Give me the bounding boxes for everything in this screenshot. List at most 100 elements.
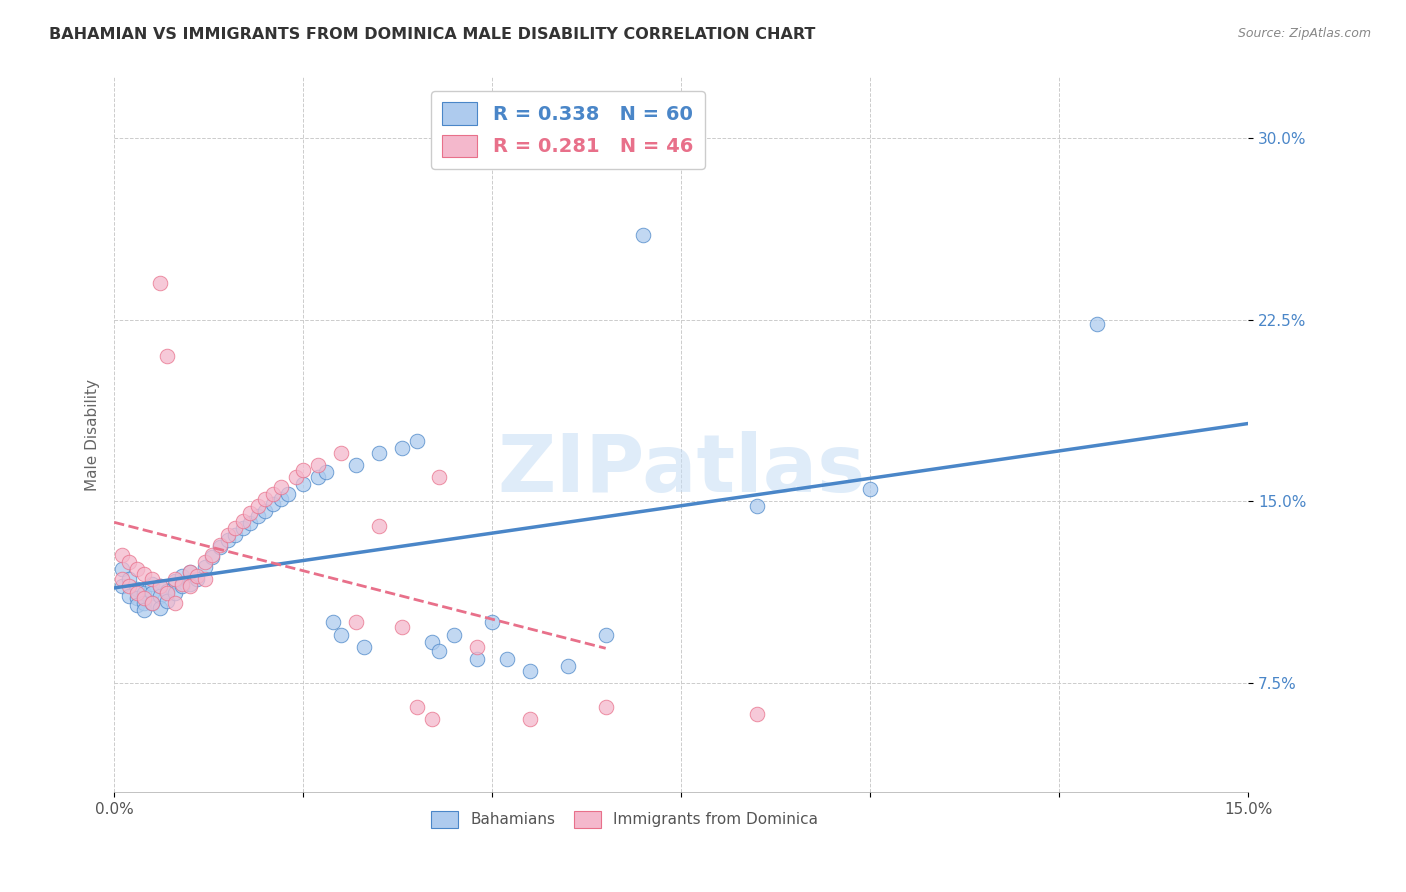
Point [118, 589, 141, 603]
Point [1085, 318, 1108, 332]
Point [141, 596, 163, 610]
Point [557, 659, 579, 673]
Point [284, 470, 307, 484]
Point [427, 644, 450, 658]
Point [224, 528, 246, 542]
Point [156, 349, 179, 363]
Point [134, 596, 156, 610]
Point [595, 627, 617, 641]
Point [277, 487, 299, 501]
Point [496, 652, 519, 666]
Point [246, 499, 269, 513]
Point [156, 586, 179, 600]
Point [186, 572, 208, 586]
Point [179, 565, 201, 579]
Point [633, 227, 655, 242]
Point [405, 700, 427, 714]
Point [232, 521, 254, 535]
Point [148, 600, 170, 615]
Point [330, 446, 353, 460]
Point [262, 487, 284, 501]
Point [859, 482, 882, 496]
Point [391, 441, 413, 455]
Point [367, 518, 389, 533]
Point [217, 528, 239, 542]
Point [315, 465, 337, 479]
Point [156, 593, 179, 607]
Point [427, 470, 450, 484]
Point [134, 566, 156, 581]
Point [344, 458, 367, 472]
Point [111, 562, 134, 576]
Point [367, 446, 389, 460]
Point [254, 504, 277, 518]
Point [134, 586, 156, 600]
Point [141, 586, 163, 600]
Point [134, 603, 156, 617]
Point [519, 712, 541, 726]
Point [391, 620, 413, 634]
Point [134, 591, 156, 606]
Point [209, 541, 232, 555]
Point [141, 576, 163, 591]
Point [118, 555, 141, 569]
Text: BAHAMIAN VS IMMIGRANTS FROM DOMINICA MALE DISABILITY CORRELATION CHART: BAHAMIAN VS IMMIGRANTS FROM DOMINICA MAL… [49, 27, 815, 42]
Point [186, 569, 208, 583]
Point [125, 582, 148, 596]
Point [519, 664, 541, 678]
Point [270, 491, 292, 506]
Point [307, 458, 329, 472]
Point [172, 579, 194, 593]
Point [179, 576, 201, 591]
Point [209, 538, 232, 552]
Point [405, 434, 427, 448]
Point [262, 497, 284, 511]
Point [270, 480, 292, 494]
Point [141, 596, 163, 610]
Point [420, 634, 443, 648]
Point [194, 555, 217, 569]
Point [465, 640, 488, 654]
Point [148, 579, 170, 593]
Point [232, 514, 254, 528]
Point [125, 591, 148, 606]
Point [156, 583, 179, 598]
Point [194, 572, 217, 586]
Legend: Bahamians, Immigrants from Dominica: Bahamians, Immigrants from Dominica [425, 805, 824, 834]
Point [595, 700, 617, 714]
Point [239, 507, 262, 521]
Y-axis label: Male Disability: Male Disability [86, 379, 100, 491]
Point [141, 572, 163, 586]
Point [163, 586, 186, 600]
Point [292, 463, 315, 477]
Point [179, 579, 201, 593]
Text: ZIPatlas: ZIPatlas [498, 432, 866, 509]
Point [111, 579, 134, 593]
Point [118, 572, 141, 586]
Point [292, 477, 315, 491]
Point [179, 565, 201, 579]
Point [344, 615, 367, 630]
Point [745, 707, 768, 722]
Point [201, 549, 224, 564]
Point [465, 652, 488, 666]
Point [163, 572, 186, 586]
Point [118, 579, 141, 593]
Point [322, 615, 344, 630]
Point [745, 499, 768, 513]
Point [172, 576, 194, 591]
Point [148, 277, 170, 291]
Point [125, 599, 148, 613]
Point [224, 521, 246, 535]
Point [172, 569, 194, 583]
Point [307, 470, 329, 484]
Point [194, 559, 217, 574]
Point [163, 574, 186, 589]
Point [111, 572, 134, 586]
Point [125, 586, 148, 600]
Point [148, 589, 170, 603]
Point [246, 508, 269, 523]
Point [163, 596, 186, 610]
Point [443, 627, 465, 641]
Point [254, 491, 277, 506]
